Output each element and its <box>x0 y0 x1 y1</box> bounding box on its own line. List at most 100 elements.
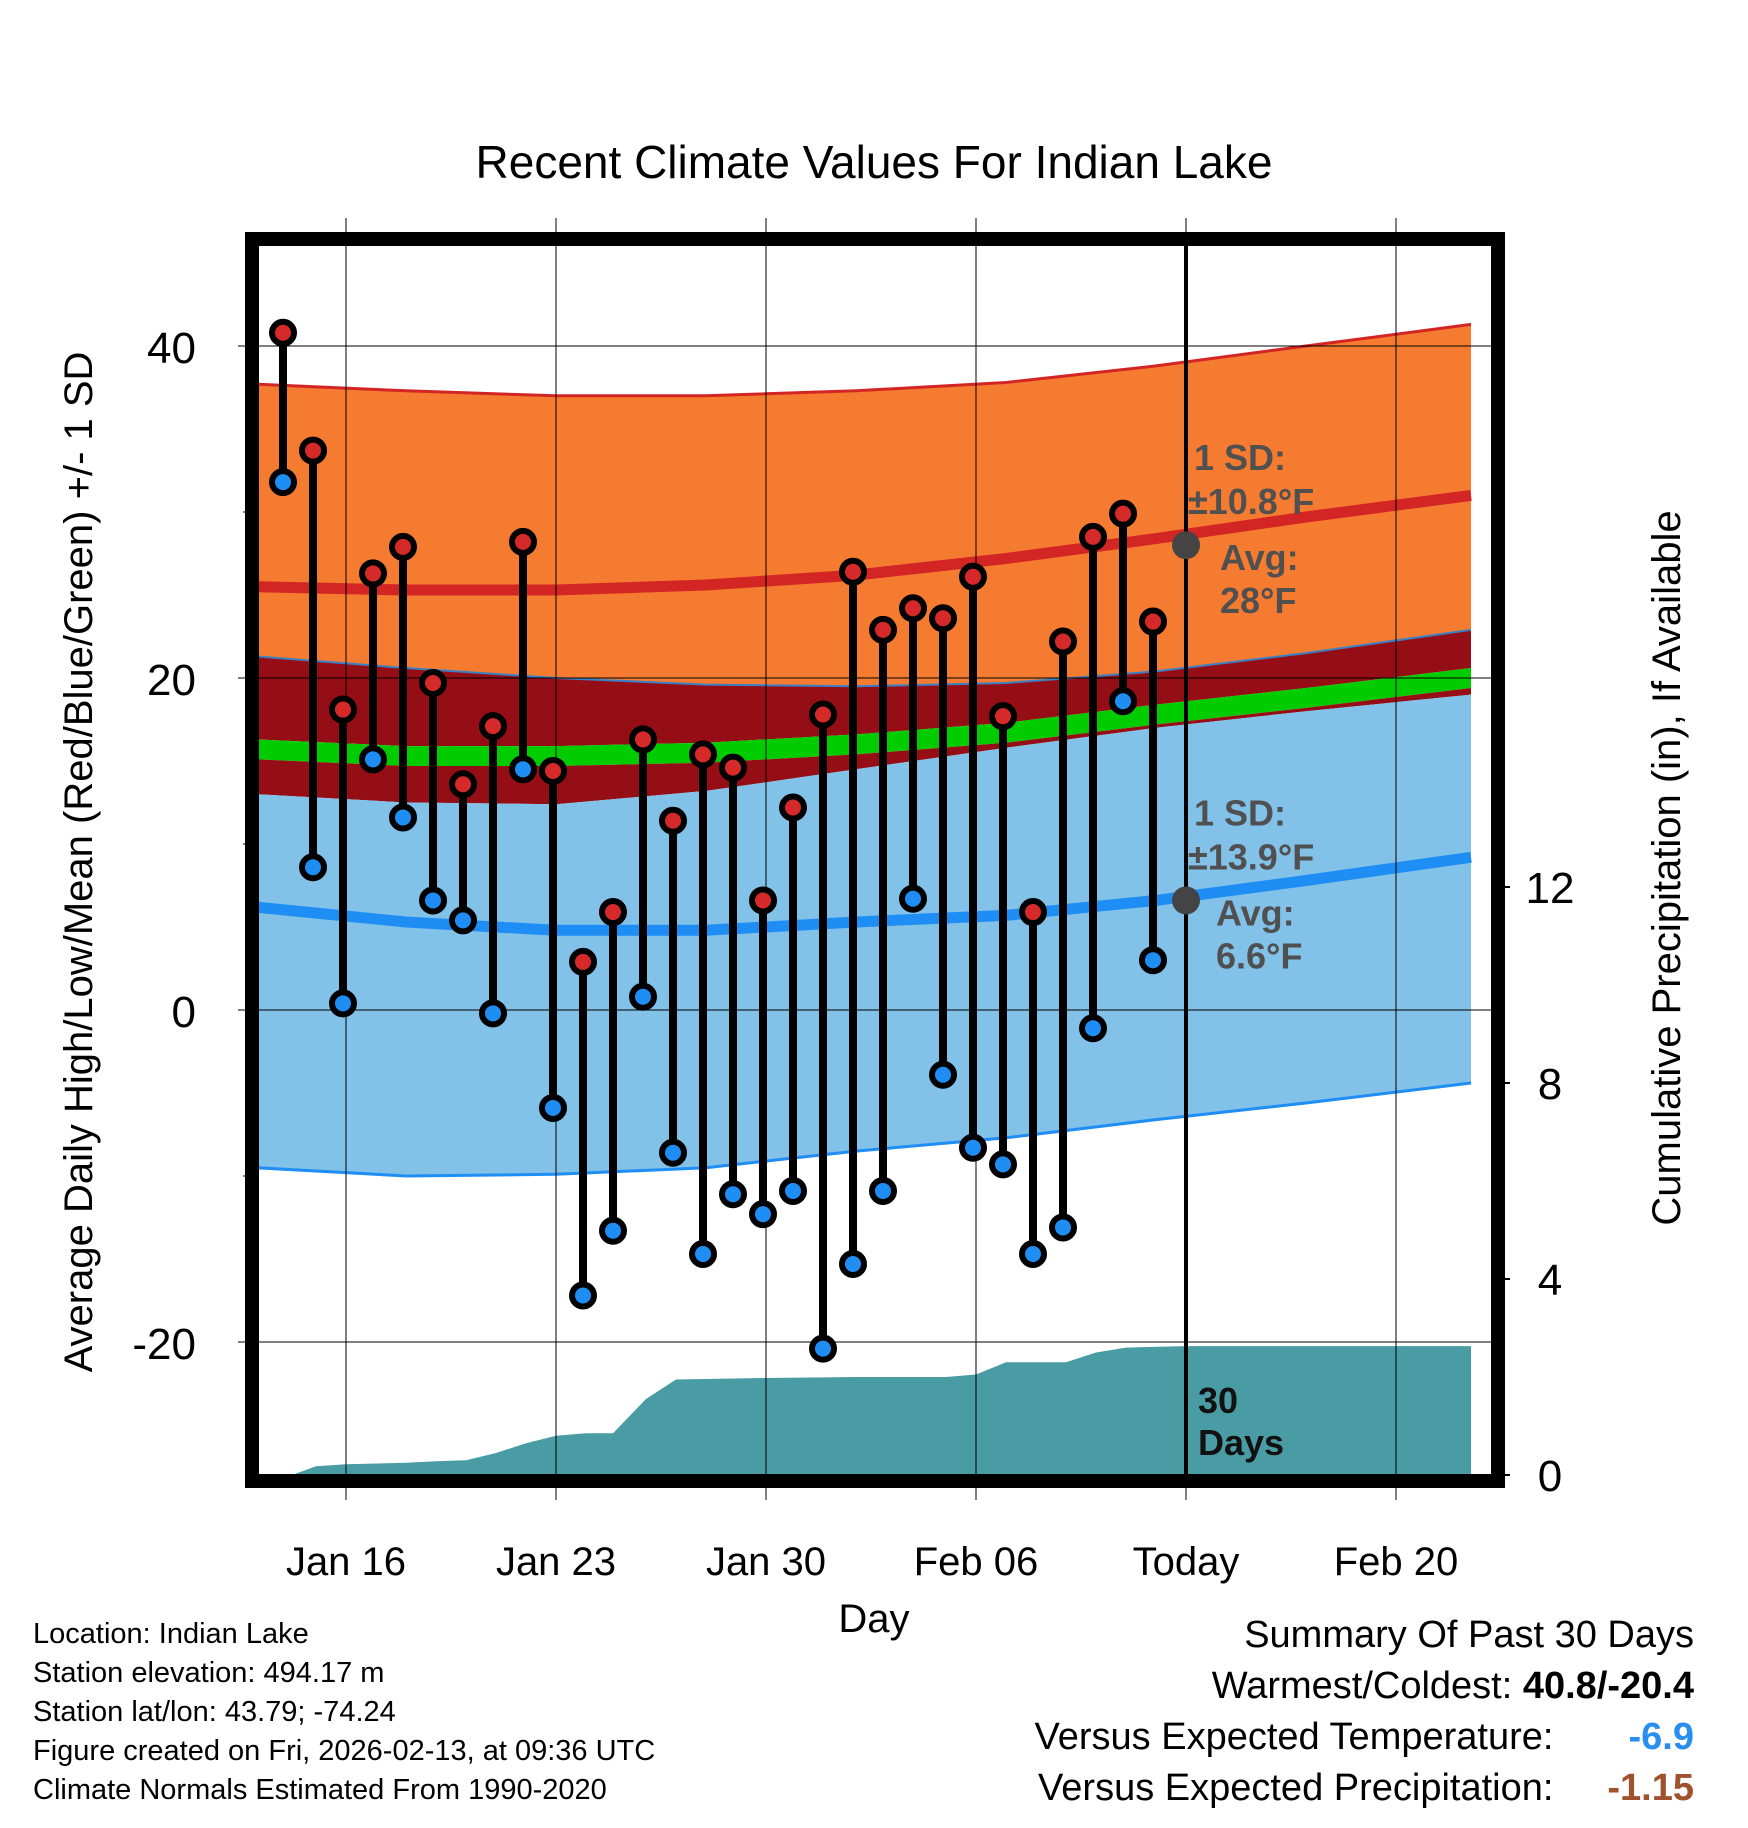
obs-high-marker <box>689 740 717 769</box>
temp-value: -6.9 <box>1628 1716 1694 1758</box>
y2-axis-label: Cumulative Precipitation (in), If Availa… <box>1645 510 1689 1225</box>
obs-high-marker <box>659 806 687 835</box>
obs-low-marker <box>449 906 477 935</box>
obs-low-marker <box>959 1133 987 1162</box>
summary-temp: Versus Expected Temperature: -6.9 <box>1035 1712 1694 1763</box>
obs-low-marker <box>989 1150 1017 1179</box>
obs-low-marker <box>749 1200 777 1229</box>
obs-low-marker <box>359 745 387 774</box>
obs-high-marker <box>749 886 777 915</box>
obs-high-marker <box>809 700 837 729</box>
y2-tick-label: 12 <box>1526 864 1575 913</box>
obs-low-marker <box>659 1138 687 1167</box>
summary-warm-cold: Warmest/Coldest: 40.8/-20.4 <box>1035 1661 1694 1712</box>
obs-low-marker <box>569 1281 597 1310</box>
obs-high-marker <box>839 557 867 586</box>
obs-high-marker <box>899 594 927 623</box>
obs-high-marker <box>1079 522 1107 551</box>
y-axis-label: Average Daily High/Low/Mean (Red/Blue/Gr… <box>57 352 101 1373</box>
obs-high-marker <box>1019 898 1047 927</box>
y2-tick-label: 4 <box>1538 1256 1562 1305</box>
high-sd-label: 1 SD: <box>1194 437 1286 478</box>
summary-panel: Summary Of Past 30 Days Warmest/Coldest:… <box>1035 1610 1694 1814</box>
obs-high-marker <box>719 753 747 782</box>
obs-low-marker <box>329 989 357 1018</box>
obs-high-marker <box>509 527 537 556</box>
y2-tick-label: 0 <box>1538 1452 1562 1501</box>
high-sd-value: ±10.8°F <box>1188 481 1314 522</box>
y-tick-label: 0 <box>172 988 196 1037</box>
y-tick-label: 40 <box>147 324 196 373</box>
precip-value: -1.15 <box>1607 1767 1694 1809</box>
obs-high-marker <box>449 770 477 799</box>
obs-high-marker <box>539 756 567 785</box>
obs-low-marker <box>1049 1213 1077 1242</box>
mid-dark-band <box>258 629 1471 747</box>
obs-high-marker <box>1109 499 1137 528</box>
obs-low-marker <box>1109 687 1137 716</box>
obs-high-marker <box>359 559 387 588</box>
precip-days-count: 30 <box>1198 1380 1238 1421</box>
obs-high-marker <box>389 532 417 561</box>
y-tick-label: -20 <box>132 1320 196 1369</box>
x-tick-label: Jan 23 <box>496 1540 616 1584</box>
obs-high-marker <box>479 712 507 741</box>
obs-low-marker <box>389 803 417 832</box>
temp-label: Versus Expected Temperature: <box>1034 1716 1554 1758</box>
obs-low-marker <box>809 1334 837 1363</box>
obs-low-marker <box>929 1060 957 1089</box>
obs-low-marker <box>299 853 327 882</box>
obs-high-marker <box>299 436 327 465</box>
obs-low-marker <box>689 1240 717 1269</box>
low-sd-value: ±13.9°F <box>1188 836 1314 877</box>
obs-high-marker <box>419 668 447 697</box>
obs-low-marker <box>719 1180 747 1209</box>
location-text: Location: Indian Lake <box>33 1618 309 1650</box>
obs-high-marker <box>1139 607 1167 636</box>
obs-high-marker <box>779 793 807 822</box>
elevation-text: Station elevation: 494.17 m <box>33 1657 385 1689</box>
obs-low-marker <box>899 884 927 913</box>
x-tick-label: Feb 20 <box>1334 1540 1459 1584</box>
precip-label: Versus Expected Precipitation: <box>1038 1767 1554 1809</box>
obs-high-marker <box>989 702 1017 731</box>
latlon-text: Station lat/lon: 43.79; -74.24 <box>33 1696 396 1728</box>
obs-high-marker <box>629 725 657 754</box>
x-tick-label: Jan 16 <box>286 1540 406 1584</box>
warm-cold-label: Warmest/Coldest: <box>1211 1665 1513 1707</box>
high-avg-label: Avg: <box>1220 537 1299 578</box>
low-avg-value: 6.6°F <box>1216 935 1302 976</box>
obs-high-marker <box>569 947 597 976</box>
today-low-avg-dot <box>1172 886 1200 915</box>
y2-tick-label: 8 <box>1538 1060 1562 1109</box>
obs-high-marker <box>1049 627 1077 656</box>
precip-area <box>258 1346 1471 1475</box>
obs-low-marker <box>419 886 447 915</box>
obs-low-marker <box>599 1216 627 1245</box>
obs-low-marker <box>869 1176 897 1205</box>
obs-low-marker <box>779 1176 807 1205</box>
obs-low-marker <box>839 1249 867 1278</box>
obs-low-marker <box>1139 946 1167 975</box>
x-tick-label: Jan 30 <box>706 1540 826 1584</box>
plot-frame <box>245 232 1505 1488</box>
obs-high-marker <box>869 615 897 644</box>
low-avg-label: Avg: <box>1216 892 1295 933</box>
obs-low-marker <box>629 982 657 1011</box>
summary-title: Summary Of Past 30 Days <box>1244 1614 1694 1656</box>
obs-low-marker <box>269 468 297 497</box>
obs-low-marker <box>479 999 507 1028</box>
today-high-avg-dot <box>1172 531 1200 560</box>
obs-high-marker <box>929 604 957 633</box>
obs-low-marker <box>1019 1240 1047 1269</box>
obs-low-marker <box>1079 1014 1107 1043</box>
high-sd-band <box>258 324 1471 687</box>
station-metadata: Location: Indian Lake Station elevation:… <box>33 1615 655 1810</box>
obs-low-marker <box>539 1093 567 1122</box>
precip-days-unit: Days <box>1198 1422 1284 1463</box>
created-text: Figure created on Fri, 2026-02-13, at 09… <box>33 1735 656 1767</box>
x-tick-label: Today <box>1133 1540 1240 1584</box>
high-upper-line <box>258 322 1472 398</box>
x-tick-label: Feb 06 <box>914 1540 1039 1584</box>
